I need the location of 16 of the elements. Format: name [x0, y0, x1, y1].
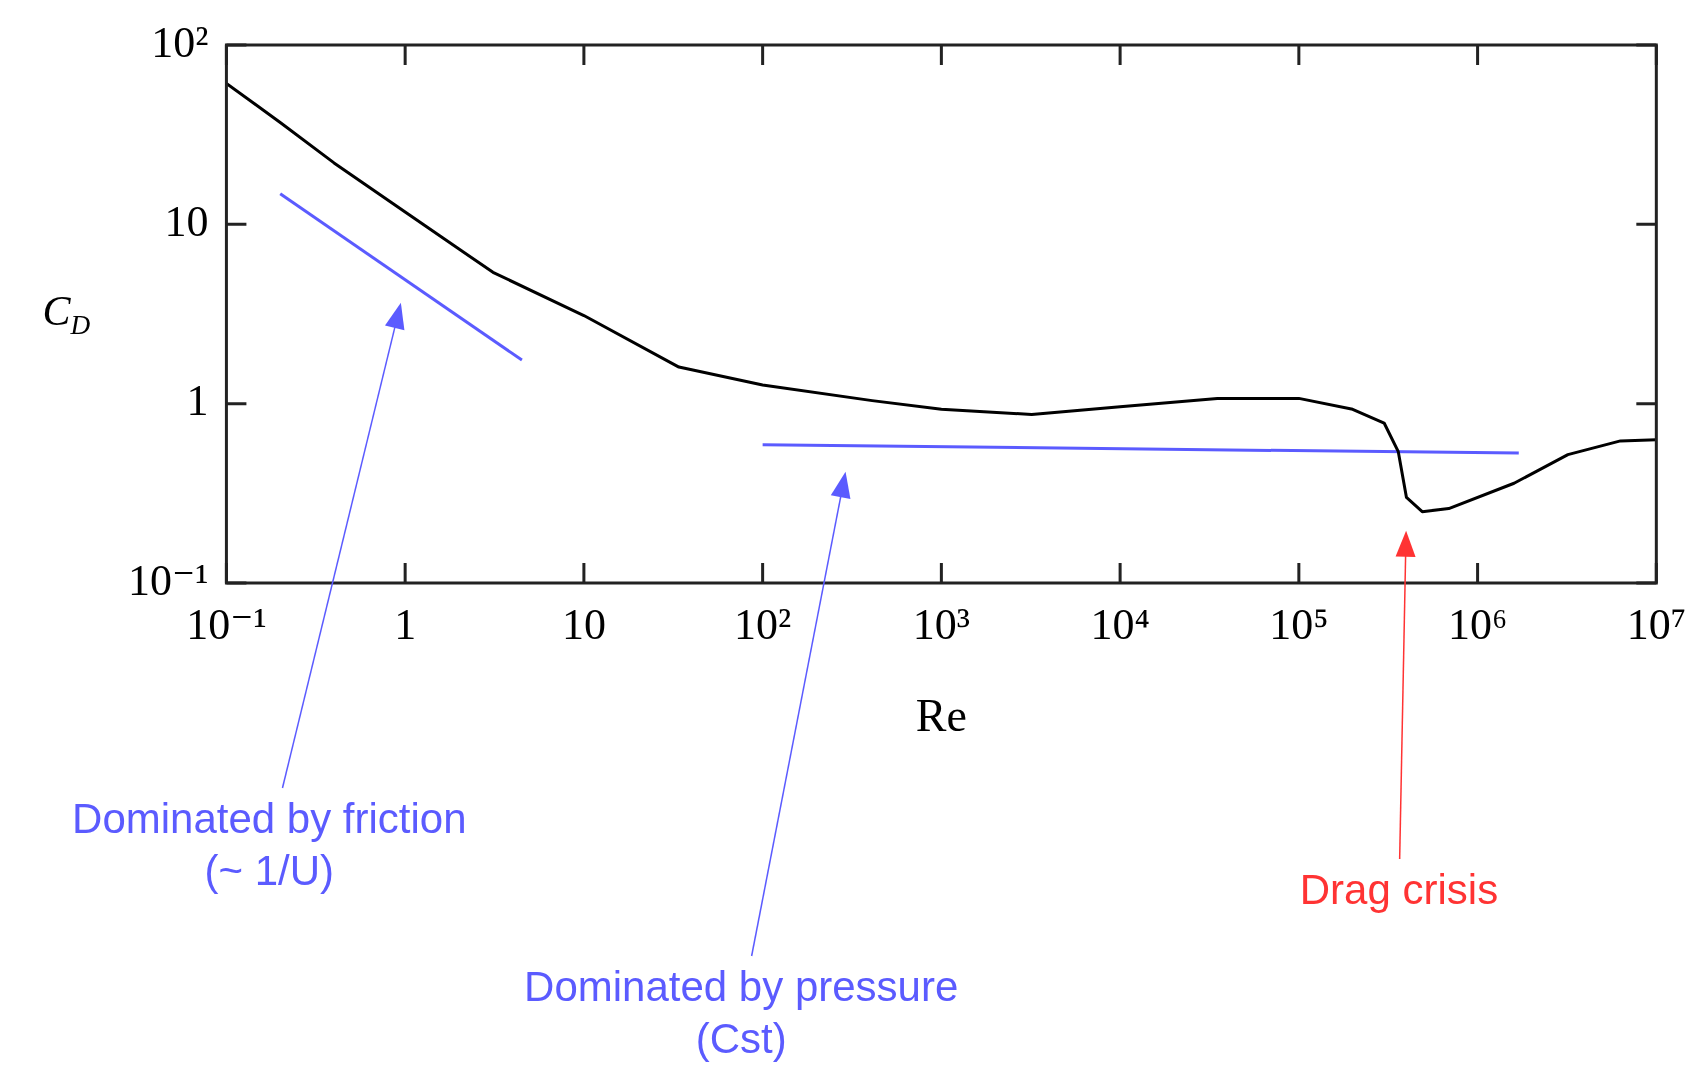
y-tick-label: 10⁻¹ [127, 555, 209, 605]
text: Dominated by friction (~ 1/U) [72, 794, 467, 894]
x-axis-title: Re [915, 690, 967, 742]
y-tick-label: 10 [164, 196, 209, 246]
x-tick-label: 10⁷ [1626, 599, 1686, 649]
x-tick-label: 10⁵ [1269, 599, 1329, 649]
x-tick-label: 10⁴ [1090, 599, 1150, 649]
x-tick-label: 1 [394, 599, 417, 649]
y-tick-label: 1 [186, 376, 209, 426]
text: Drag crisis [1299, 865, 1499, 913]
x-tick-label: 10² [734, 599, 792, 649]
x-tick-label: 10 [561, 599, 606, 649]
text: Dominated by pressure (Cst) [524, 962, 959, 1062]
y-tick-label: 10² [151, 17, 209, 67]
x-tick-label: 10⁶ [1447, 599, 1508, 649]
x-tick-label: 10³ [912, 599, 970, 649]
